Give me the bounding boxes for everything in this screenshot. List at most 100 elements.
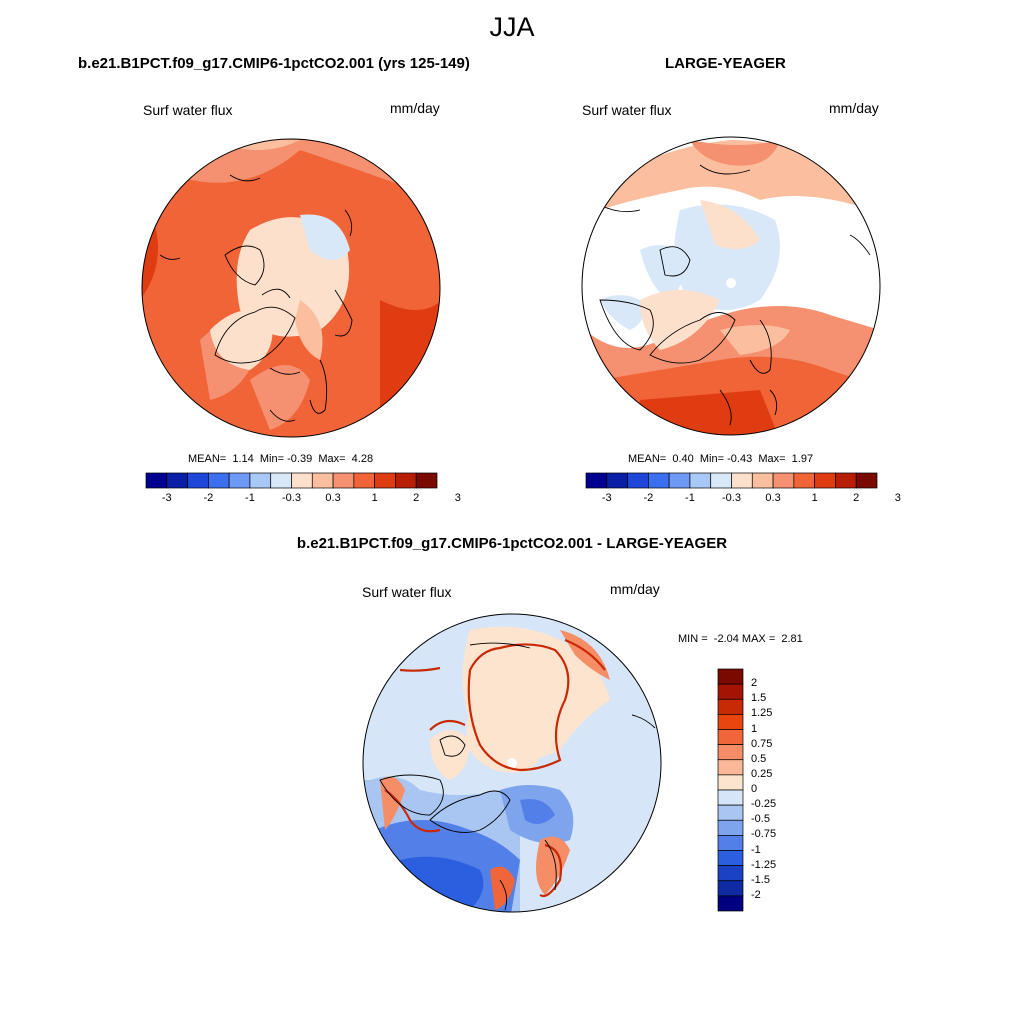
colorbar-swatch — [668, 472, 691, 489]
colorbar-swatch — [835, 472, 857, 489]
colorbar-swatch — [627, 472, 649, 489]
mean-value: 0.40 — [672, 453, 694, 465]
min-label: Min= — [699, 453, 725, 465]
colorbar-swatch — [606, 472, 628, 489]
colorbar-tick-label: 1 — [371, 492, 378, 504]
colorbar-tick-label: 3 — [894, 492, 901, 504]
mean-value: 1.14 — [232, 453, 254, 465]
colorbar-tick-label: -1 — [245, 492, 255, 504]
panel3-units: mm/day — [610, 581, 660, 597]
colorbar-tick-label: 1.25 — [751, 707, 773, 720]
panel1-colorbar — [145, 472, 438, 489]
colorbar-tick-label: -0.3 — [282, 492, 301, 504]
colorbar-tick-label: -2 — [751, 888, 761, 901]
colorbar-swatch — [717, 698, 744, 715]
colorbar-swatch — [731, 472, 753, 489]
colorbar-tick-label: -2 — [643, 492, 654, 504]
colorbar-swatch — [270, 472, 292, 489]
colorbar-swatch — [717, 759, 744, 776]
min-value: -2.04 — [713, 633, 739, 645]
panel1-units: mm/day — [390, 100, 440, 116]
colorbar-tick-label: 0.3 — [325, 492, 341, 504]
colorbar-swatch — [249, 472, 272, 489]
panel2-variable: Surf water flux — [582, 102, 672, 118]
colorbar-swatch — [395, 472, 417, 489]
panel2-stats: MEAN= 0.40 Min= -0.43 Max= 1.97 — [628, 453, 813, 465]
colorbar-tick-label: 2 — [751, 677, 758, 690]
colorbar-tick-label: -0.3 — [722, 492, 741, 504]
panel1-map — [141, 138, 441, 438]
colorbar-tick-label: 1 — [751, 722, 758, 735]
colorbar-swatch — [415, 472, 438, 489]
max-label: Max= — [318, 453, 346, 465]
mean-label: MEAN= — [628, 453, 667, 465]
colorbar-swatch — [717, 819, 744, 836]
colorbar-swatch — [717, 774, 744, 791]
colorbar-tick-label: -0.25 — [751, 798, 777, 811]
season-title: JJA — [489, 12, 535, 42]
colorbar-swatch — [332, 472, 355, 489]
colorbar-swatch — [311, 472, 334, 489]
colorbar-tick-label: -3 — [601, 492, 612, 504]
colorbar-swatch — [717, 714, 744, 730]
colorbar-swatch — [717, 804, 744, 821]
colorbar-swatch — [717, 729, 744, 745]
colorbar-tick-label: 1 — [811, 492, 818, 504]
colorbar-swatch — [855, 472, 878, 489]
min-value: -0.39 — [287, 453, 313, 465]
colorbar-swatch — [145, 472, 168, 489]
colorbar-swatch — [353, 472, 375, 489]
colorbar-swatch — [814, 472, 836, 489]
panel2-colorbar — [585, 472, 878, 489]
panel2-title: LARGE-YEAGER — [665, 55, 786, 72]
colorbar-tick-label: 2 — [853, 492, 860, 504]
colorbar-swatch — [585, 472, 608, 489]
colorbar-tick-label: 0 — [751, 783, 758, 795]
colorbar-tick-label: 1.5 — [751, 692, 767, 705]
panel3-stats: MIN = -2.04 MAX = 2.81 — [678, 633, 803, 645]
panel2-units: mm/day — [829, 100, 879, 116]
panel1-title: b.e21.B1PCT.f09_g17.CMIP6-1pctCO2.001 (y… — [78, 55, 470, 72]
colorbar-swatch — [717, 835, 744, 851]
colorbar-swatch — [689, 472, 712, 489]
colorbar-tick-label: -1.5 — [751, 873, 770, 886]
colorbar-tick-label: -1 — [751, 843, 761, 856]
panel3-colorbar — [717, 668, 744, 912]
panel3-title: b.e21.B1PCT.f09_g17.CMIP6-1pctCO2.001 - … — [296, 535, 728, 552]
panel3-variable: Surf water flux — [362, 584, 452, 600]
panel2-map — [581, 136, 881, 436]
colorbar-swatch — [710, 472, 732, 489]
panel3-map — [362, 613, 662, 913]
max-value: 4.28 — [351, 453, 374, 465]
min-label: Min= — [259, 453, 285, 465]
colorbar-tick-label: -0.5 — [751, 813, 770, 826]
colorbar-swatch — [717, 895, 744, 912]
colorbar-swatch — [717, 683, 744, 700]
mean-label: MEAN= — [188, 453, 227, 465]
panel1-stats: MEAN= 1.14 Min= -0.39 Max= 4.28 — [188, 453, 373, 465]
colorbar-tick-label: 0.75 — [751, 737, 773, 750]
max-label: Max= — [758, 453, 786, 465]
colorbar-tick-label: -0.75 — [751, 828, 777, 841]
colorbar-swatch — [187, 472, 209, 489]
colorbar-swatch — [717, 744, 744, 761]
colorbar-swatch — [228, 472, 251, 489]
colorbar-tick-label: -1 — [685, 492, 695, 504]
max-value: 1.97 — [791, 453, 814, 465]
min-label: MIN = — [678, 633, 708, 645]
colorbar-tick-label: -1.25 — [751, 858, 777, 871]
colorbar-swatch — [166, 472, 188, 489]
colorbar-swatch — [717, 865, 744, 882]
colorbar-tick-label: 0.5 — [751, 752, 767, 765]
colorbar-swatch — [793, 472, 815, 489]
colorbar-swatch — [291, 472, 313, 489]
colorbar-swatch — [751, 472, 774, 489]
colorbar-tick-label: 0.3 — [765, 492, 781, 504]
panel1-variable: Surf water flux — [143, 102, 233, 118]
colorbar-swatch — [208, 472, 230, 489]
colorbar-swatch — [717, 789, 744, 806]
max-label: MAX = — [741, 633, 776, 645]
colorbar-swatch — [374, 472, 396, 489]
max-value: 2.81 — [781, 633, 803, 645]
